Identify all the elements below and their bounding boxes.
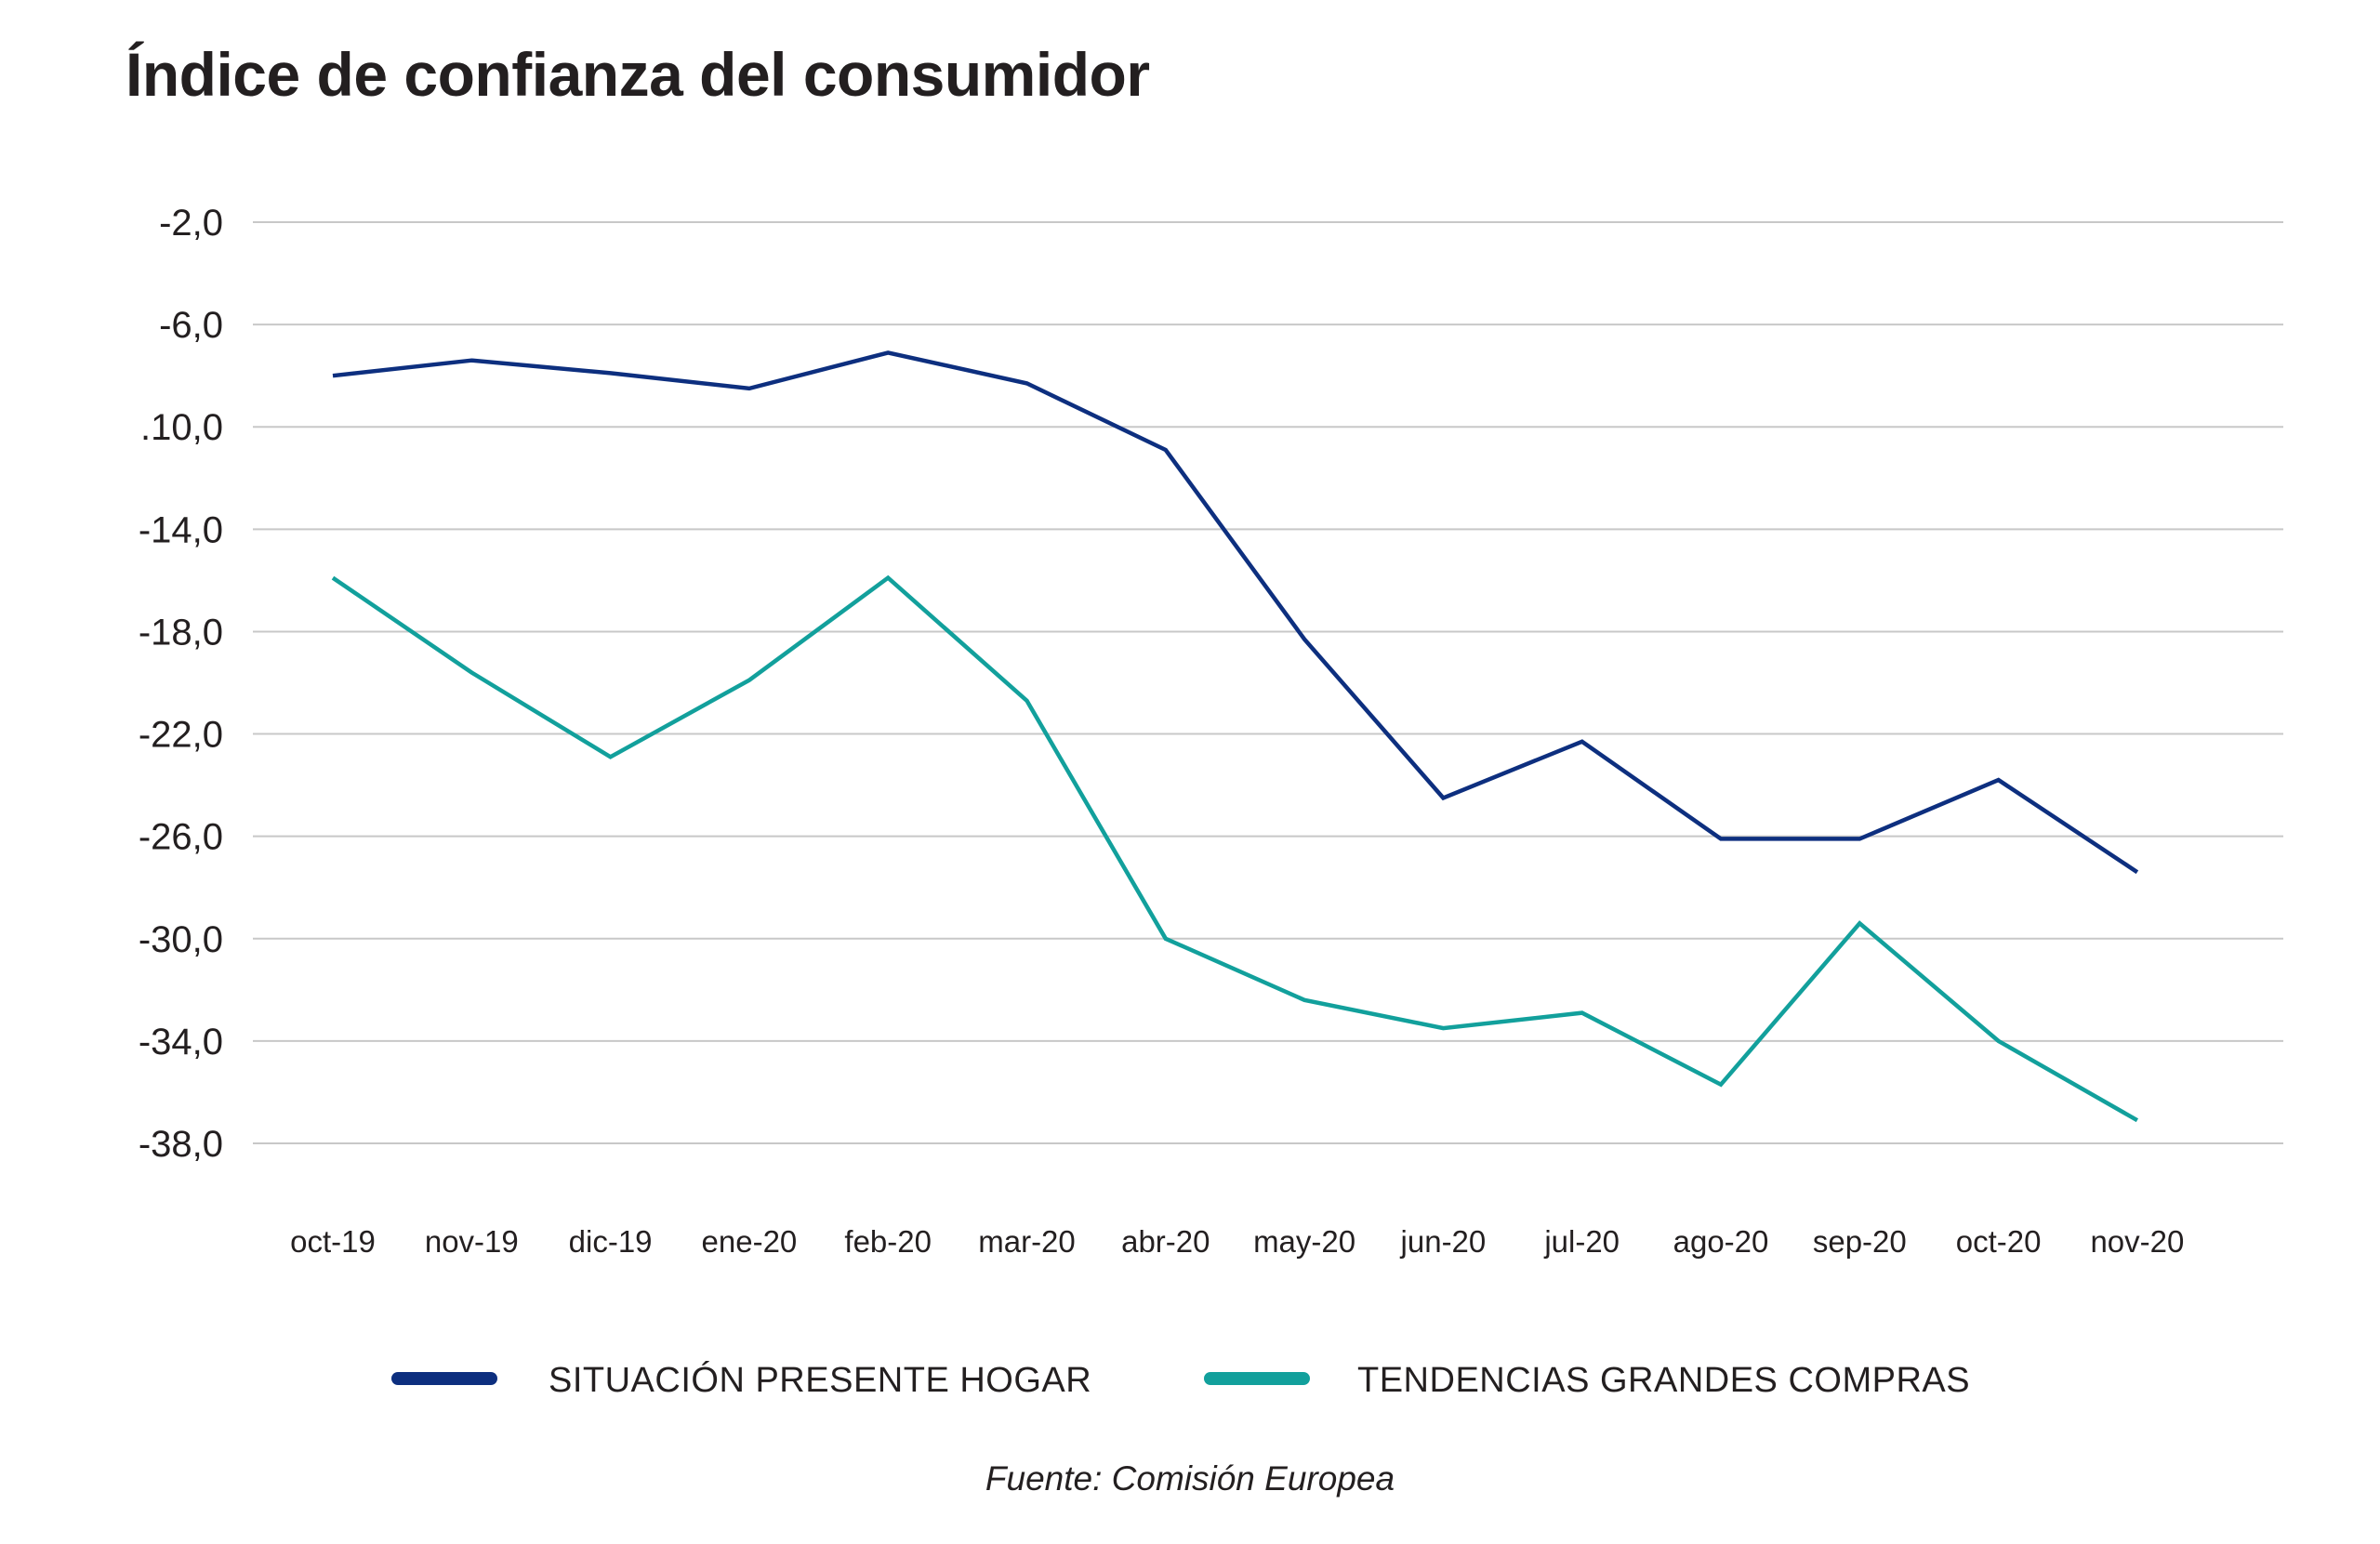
y-tick-label: -6,0 bbox=[159, 305, 223, 346]
x-tick-label: abr-20 bbox=[1121, 1224, 1210, 1259]
series-lines bbox=[331, 350, 2139, 1123]
x-tick-label: ago-20 bbox=[1673, 1224, 1769, 1259]
y-tick-label: -18,0 bbox=[139, 612, 223, 653]
legend: SITUACIÓN PRESENTE HOGAR TENDENCIAS GRAND… bbox=[391, 1360, 1970, 1400]
legend-label-1: SITUACIÓN PRESENTE HOGAR bbox=[549, 1360, 1091, 1400]
x-tick-label: jul-20 bbox=[1543, 1224, 1620, 1259]
x-tick-label: ene-20 bbox=[702, 1224, 798, 1259]
legend-label-2: TENDENCIAS GRANDES COMPRAS bbox=[1357, 1361, 1970, 1400]
x-tick-label: oct-19 bbox=[290, 1224, 376, 1259]
x-tick-label: mar-20 bbox=[978, 1224, 1076, 1259]
series-line-2 bbox=[331, 574, 2139, 1123]
chart-title: Índice de confianza del consumidor bbox=[126, 40, 1150, 109]
x-tick-label: nov-19 bbox=[425, 1224, 519, 1259]
grid-lines bbox=[253, 221, 2283, 1144]
source-note: Fuente: Comisión Europea bbox=[985, 1459, 1395, 1498]
y-tick-label: .10,0 bbox=[140, 407, 223, 448]
x-tick-label: may-20 bbox=[1253, 1224, 1355, 1259]
y-tick-label: -34,0 bbox=[139, 1022, 223, 1062]
y-tick-label: -14,0 bbox=[139, 509, 223, 550]
y-tick-label: -26,0 bbox=[139, 817, 223, 858]
x-tick-label: jun-20 bbox=[1400, 1224, 1487, 1259]
x-tick-label: oct-20 bbox=[1956, 1224, 2042, 1259]
y-tick-label: -2,0 bbox=[159, 203, 223, 244]
y-tick-label: -22,0 bbox=[139, 715, 223, 756]
x-tick-label: dic-19 bbox=[569, 1224, 653, 1259]
x-tick-label: nov-20 bbox=[2090, 1224, 2184, 1259]
x-tick-label: feb-20 bbox=[844, 1224, 932, 1259]
x-axis-ticks: oct-19 nov-19 dic-19 ene-20 feb-20 mar-20 abr-… bbox=[290, 1224, 2184, 1259]
x-tick-label: sep-20 bbox=[1813, 1224, 1907, 1259]
y-tick-label: -30,0 bbox=[139, 919, 223, 960]
y-axis-ticks: -2,0 -6,0 .10,0 -14,0 -18,0 -22,0 -26,0 -30,0 -3… bbox=[139, 203, 223, 1165]
y-tick-label: -38,0 bbox=[139, 1124, 223, 1165]
series-line-1 bbox=[332, 350, 2139, 875]
